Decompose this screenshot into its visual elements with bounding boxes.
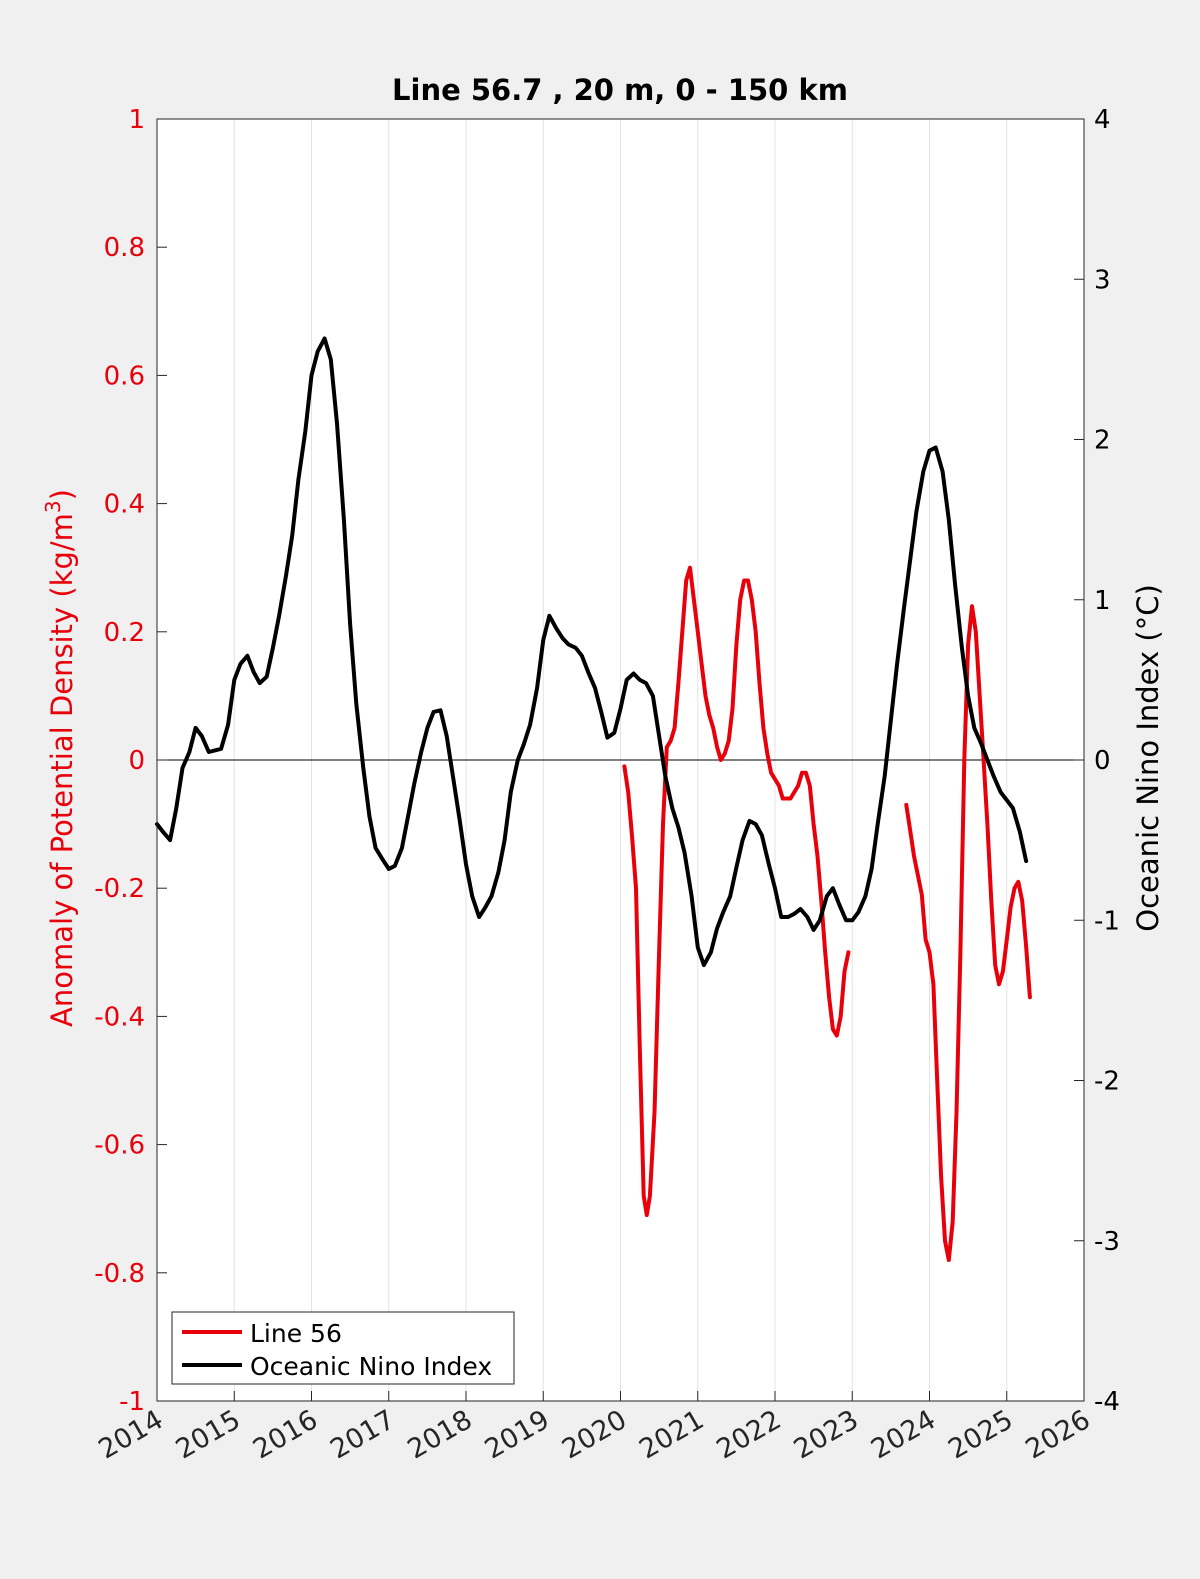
- legend-label-oceanic-nino-index: Oceanic Nino Index: [250, 1352, 492, 1381]
- left-y-tick-label: 0.6: [104, 361, 145, 391]
- right-y-tick-label: 1: [1094, 586, 1111, 616]
- right-y-tick-label: -4: [1094, 1387, 1120, 1417]
- right-y-tick-label: -3: [1094, 1227, 1120, 1257]
- left-y-tick-label: 1: [128, 105, 145, 135]
- right-y-tick-label: 0: [1094, 746, 1111, 776]
- left-y-tick-label: 0.4: [104, 490, 145, 520]
- series-line-oceanic-nino-index: [155, 336, 1029, 968]
- right-y-tick-label: -1: [1094, 906, 1120, 936]
- series-line-line-56: [904, 604, 1032, 1262]
- left-axis-label-suffix: ): [45, 489, 79, 500]
- left-y-tick-label: -0.6: [94, 1131, 145, 1161]
- left-axis-label: Anomaly of Potential Density (kg/m3): [41, 489, 79, 1027]
- right-y-tick-label: 3: [1094, 265, 1111, 295]
- chart-title: Line 56.7 , 20 m, 0 - 150 km: [392, 73, 848, 107]
- left-y-tick-label: 0.2: [104, 618, 145, 648]
- series-layer: [155, 336, 1032, 1262]
- left-y-tick-label: -1: [119, 1387, 145, 1417]
- legend-label-line-56: Line 56: [250, 1319, 342, 1348]
- legend-box: [171, 1311, 515, 1385]
- left-y-tick-label: 0: [128, 746, 145, 776]
- right-axis-label: Oceanic Nino Index (°C): [1131, 584, 1165, 932]
- left-axis-label-superscript: 3: [41, 500, 65, 513]
- left-axis-label-prefix: Anomaly of Potential Density (kg/m: [45, 513, 79, 1027]
- left-y-tick-label: -0.4: [94, 1002, 145, 1032]
- legend: Line 56 Oceanic Nino Index: [171, 1311, 515, 1385]
- right-y-tick-label: 4: [1094, 105, 1111, 135]
- left-y-tick-label: -0.8: [94, 1259, 145, 1289]
- right-y-tick-label: -2: [1094, 1067, 1120, 1097]
- left-y-tick-label: -0.2: [94, 874, 145, 904]
- series-line-line-56: [622, 565, 851, 1218]
- right-y-tick-label: 2: [1094, 426, 1111, 456]
- left-y-tick-label: 0.8: [104, 233, 145, 263]
